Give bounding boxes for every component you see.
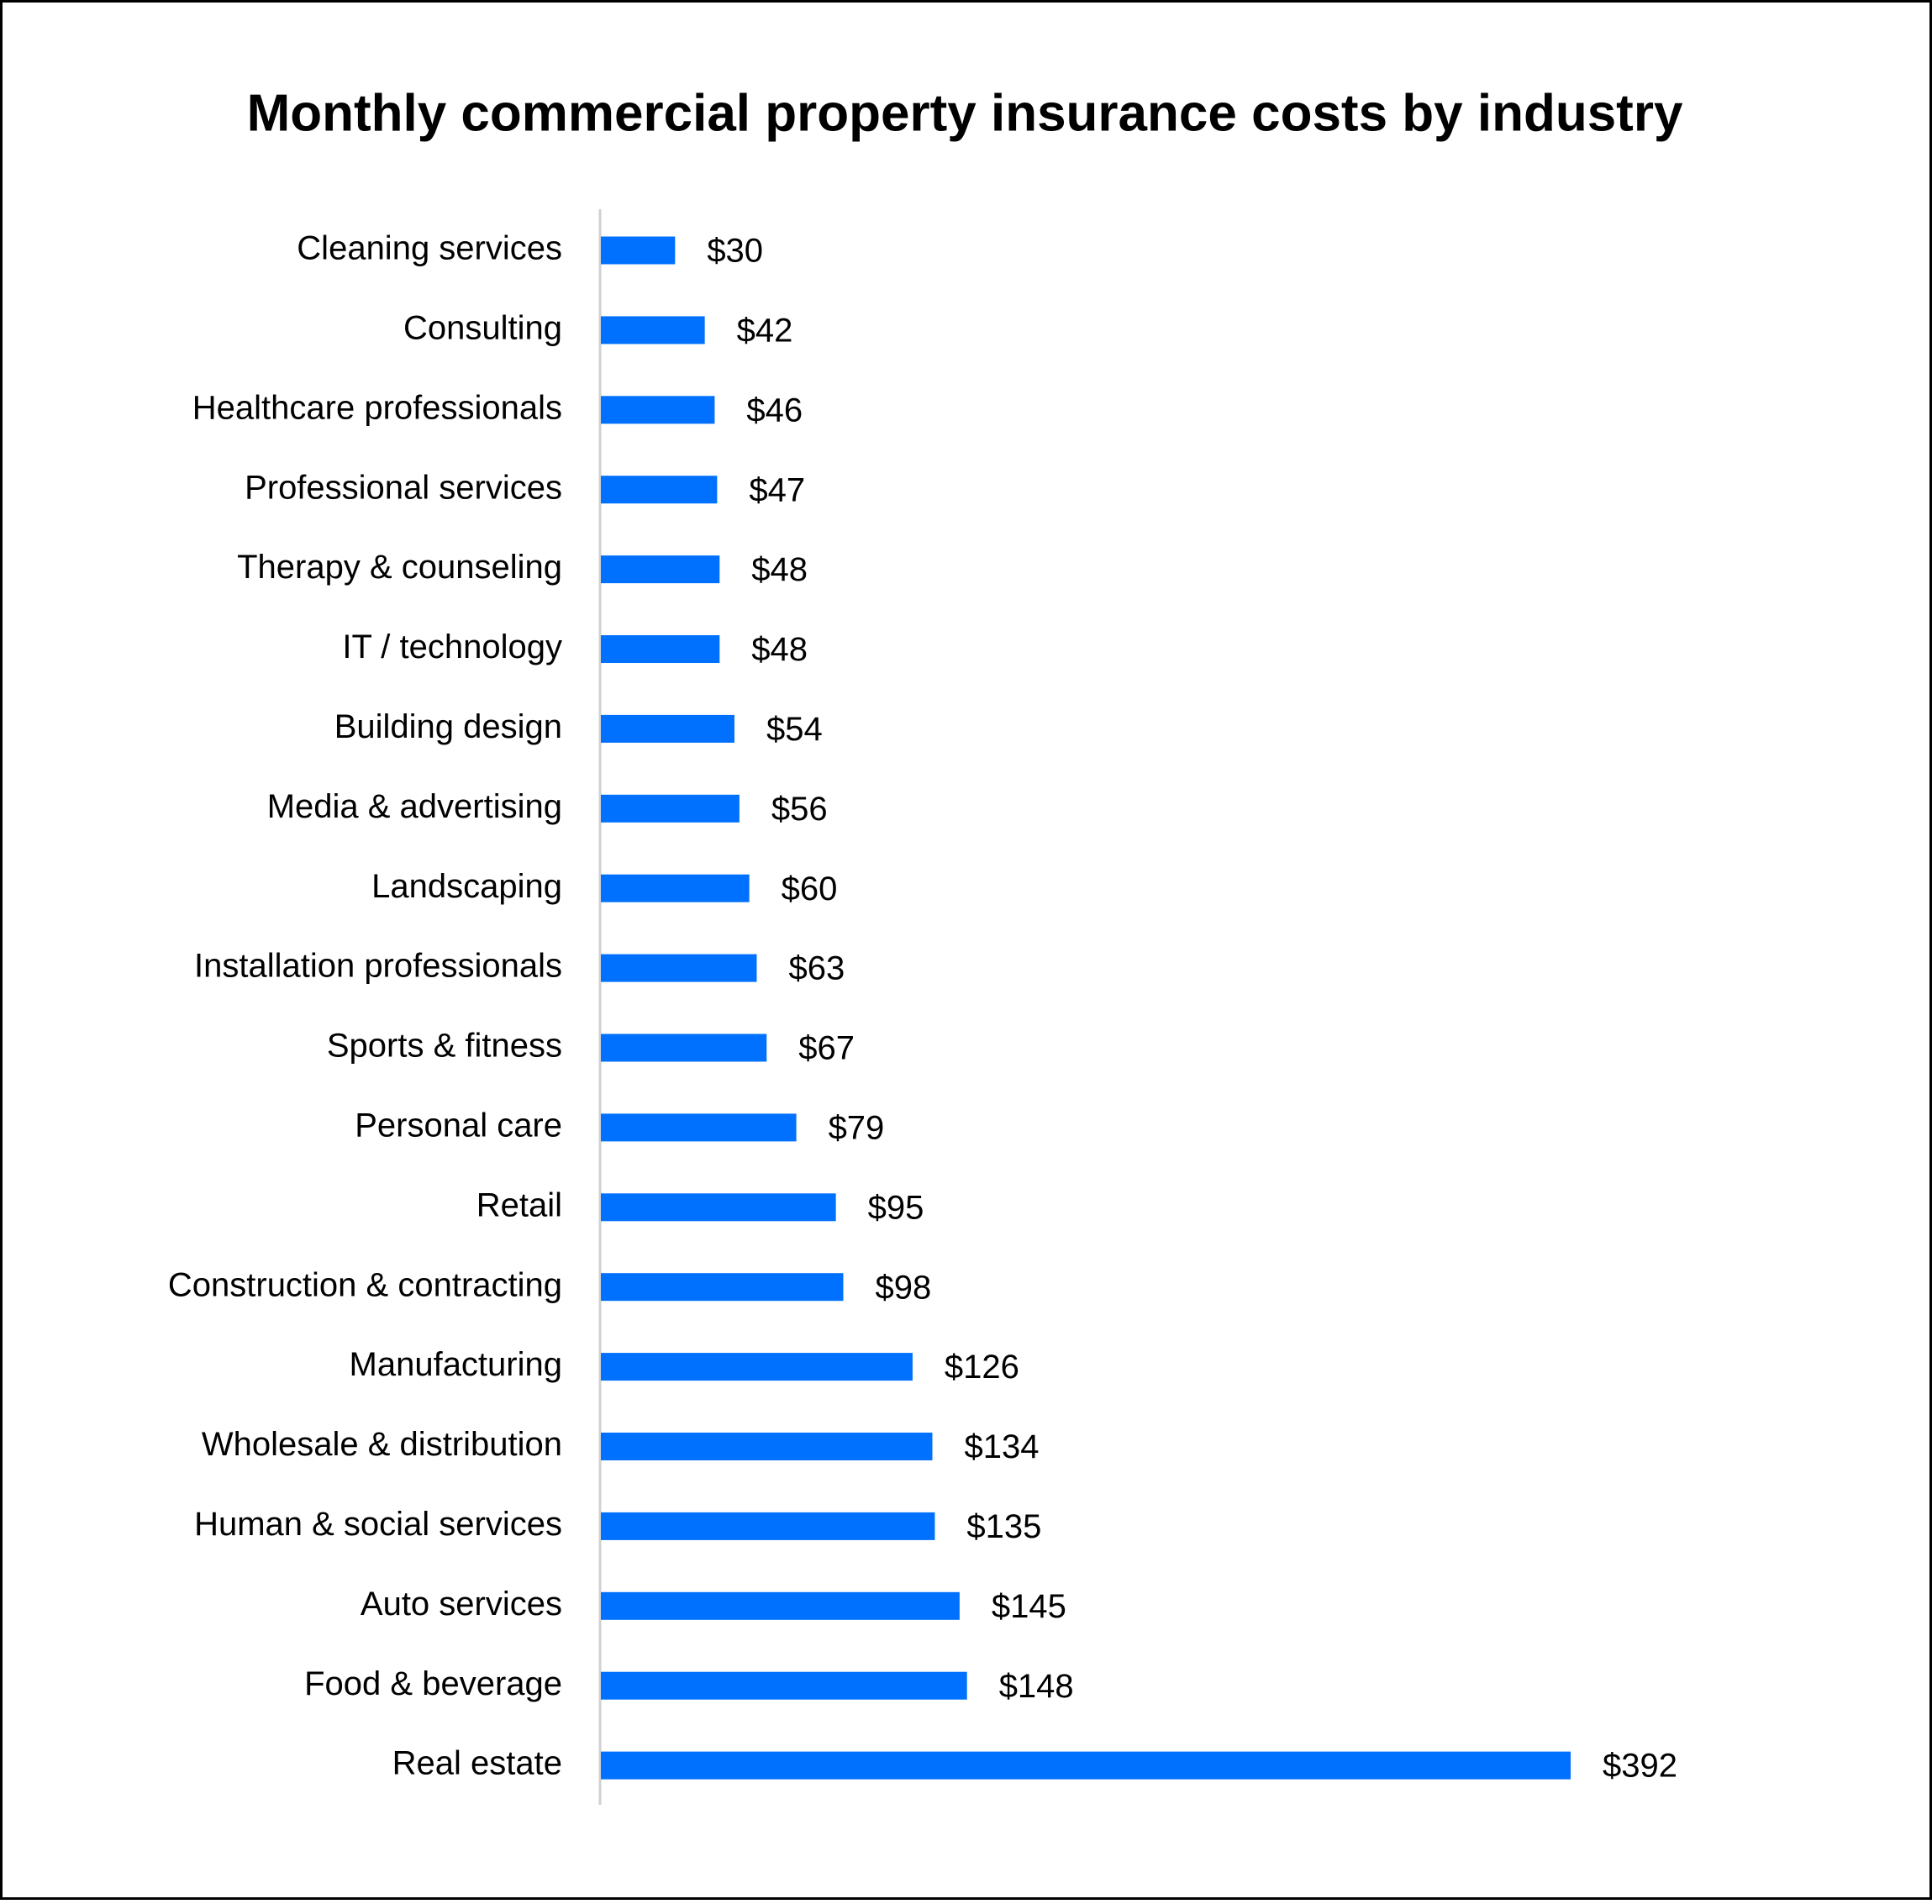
bar <box>601 236 676 265</box>
bar <box>601 1751 1571 1780</box>
bar <box>601 1591 960 1620</box>
value-label: $56 <box>771 791 828 828</box>
category-label: Building design <box>334 708 562 745</box>
category-label: Manufacturing <box>350 1346 562 1383</box>
category-label: Food & beverage <box>304 1665 562 1702</box>
category-label: Healthcare professionals <box>192 389 562 426</box>
category-label: Cleaning services <box>297 230 562 267</box>
value-label: $126 <box>945 1349 1019 1386</box>
category-label: IT / technology <box>342 629 562 665</box>
category-label: Landscaping <box>371 868 562 905</box>
value-label: $134 <box>964 1428 1039 1465</box>
bar <box>601 954 757 982</box>
value-label: $98 <box>876 1269 932 1306</box>
category-label: Auto services <box>361 1586 562 1623</box>
category-label: Retail <box>476 1186 562 1223</box>
value-label: $79 <box>829 1109 885 1146</box>
chart-title: Monthly commercial property insurance co… <box>247 84 1683 142</box>
bar <box>601 1273 844 1302</box>
value-label: $135 <box>966 1508 1041 1545</box>
bar <box>601 555 720 584</box>
category-label: Personal care <box>355 1107 562 1144</box>
bar <box>601 874 750 902</box>
bar <box>601 1034 767 1062</box>
category-label: Wholesale & distribution <box>202 1426 562 1463</box>
value-label: $148 <box>999 1668 1074 1705</box>
bar <box>601 1433 933 1460</box>
value-label: $145 <box>992 1588 1066 1625</box>
category-label: Construction & contracting <box>168 1266 562 1303</box>
category-label: Consulting <box>403 309 562 346</box>
bar <box>601 476 718 504</box>
value-label: $60 <box>782 870 838 907</box>
value-label: $48 <box>751 631 808 668</box>
bar <box>601 1353 913 1381</box>
category-label: Installation professionals <box>194 948 562 985</box>
value-label: $47 <box>749 471 805 508</box>
value-label: $95 <box>868 1189 924 1226</box>
bar <box>601 396 715 424</box>
category-label: Real estate <box>392 1745 562 1782</box>
bar <box>601 714 734 743</box>
bar <box>601 794 740 823</box>
value-label: $42 <box>737 312 793 349</box>
category-label: Sports & fitness <box>327 1028 562 1065</box>
value-label: $30 <box>707 233 763 270</box>
category-label: Therapy & counseling <box>237 549 562 586</box>
value-label: $54 <box>766 711 823 748</box>
value-label: $392 <box>1603 1748 1677 1785</box>
value-label: $46 <box>746 392 803 429</box>
category-label: Media & advertising <box>267 788 562 825</box>
bar <box>601 1193 836 1222</box>
bar <box>601 1671 967 1700</box>
category-label: Human & social services <box>194 1506 562 1543</box>
value-label: $48 <box>751 551 808 588</box>
bar <box>601 316 705 345</box>
value-label: $67 <box>798 1030 855 1067</box>
bar <box>601 635 720 663</box>
bar <box>601 1113 797 1142</box>
bar <box>601 1512 935 1540</box>
category-label: Professional services <box>245 469 562 506</box>
value-label: $63 <box>788 950 845 987</box>
